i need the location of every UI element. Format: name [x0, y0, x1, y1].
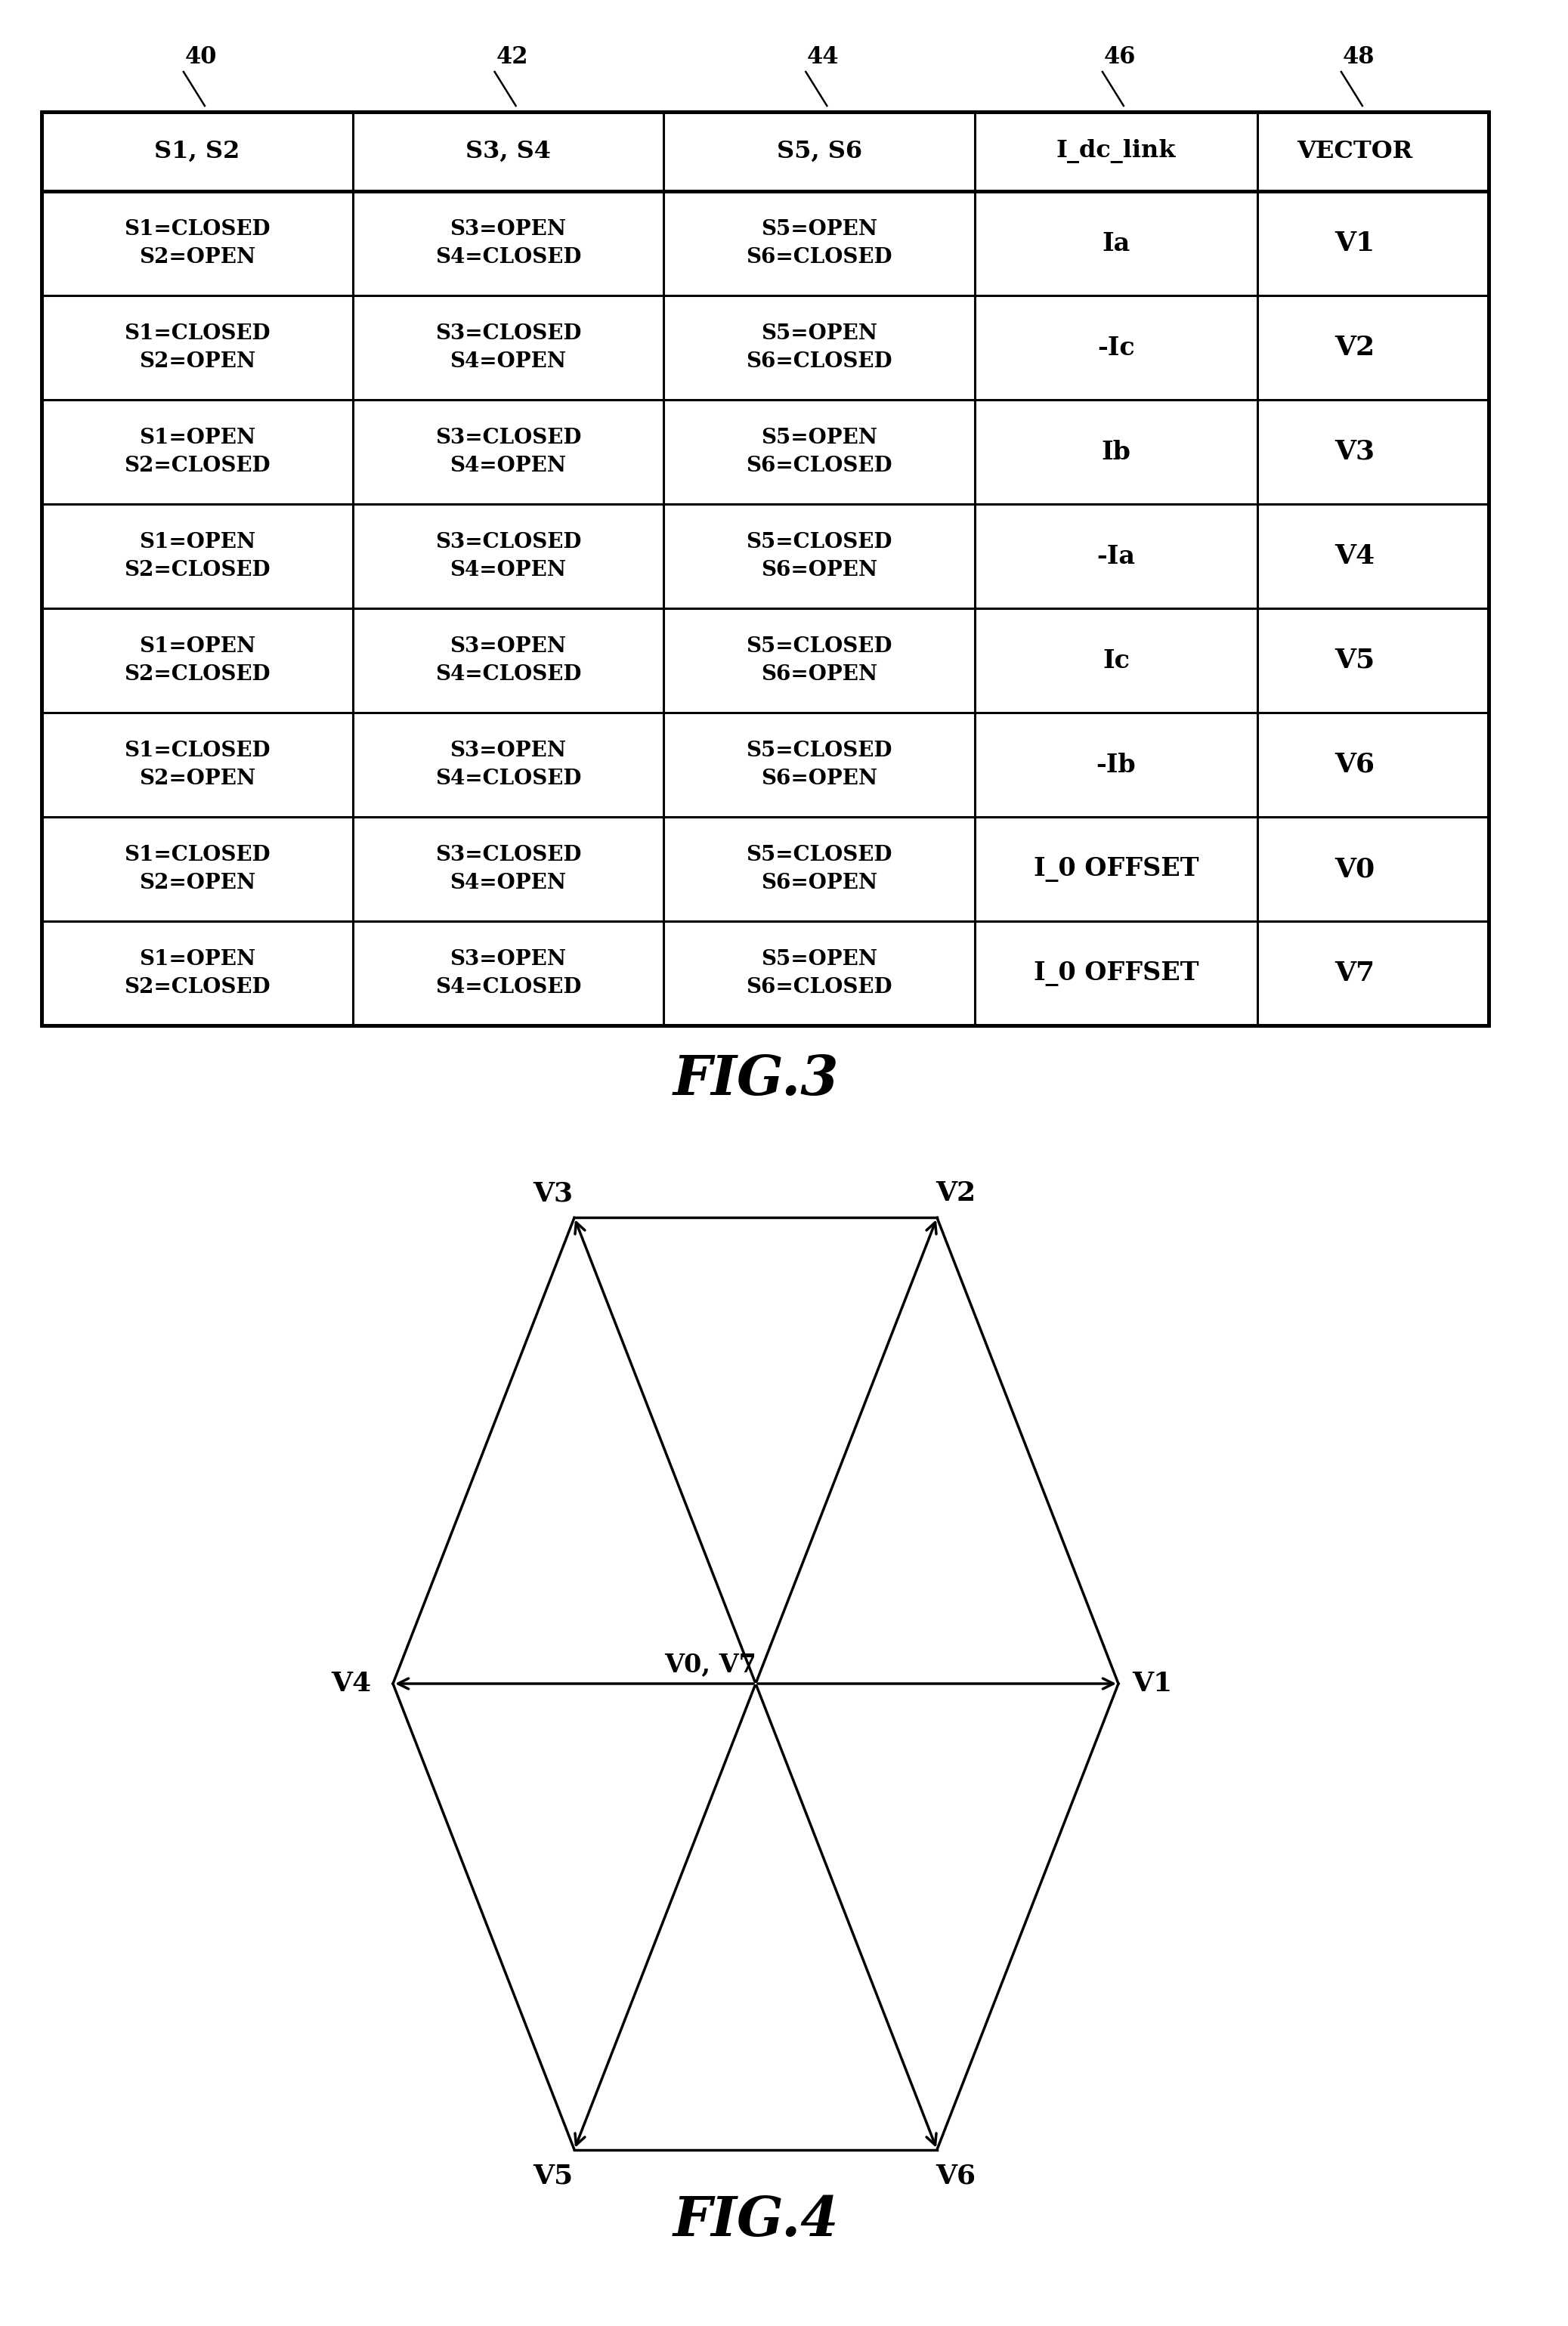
Text: S1=OPEN
S2=CLOSED: S1=OPEN S2=CLOSED [124, 533, 270, 582]
Text: V6: V6 [1334, 751, 1375, 777]
Text: Ic: Ic [1102, 649, 1129, 672]
Bar [42, 112, 1488, 1026]
Text: S3, S4: S3, S4 [466, 140, 550, 163]
Text: V6: V6 [936, 2163, 975, 2189]
Text: FIG.4: FIG.4 [673, 2193, 839, 2247]
Text: S1=CLOSED
S2=OPEN: S1=CLOSED S2=OPEN [124, 740, 270, 789]
Text: V1: V1 [1132, 1670, 1173, 1696]
Text: S5=OPEN
S6=CLOSED: S5=OPEN S6=CLOSED [746, 323, 892, 372]
Text: 44: 44 [808, 44, 839, 70]
Text: V5: V5 [533, 2163, 574, 2189]
Text: V5: V5 [1334, 647, 1375, 672]
Text: 42: 42 [495, 44, 528, 70]
Text: S1, S2: S1, S2 [154, 140, 240, 163]
Text: VECTOR: VECTOR [1297, 140, 1413, 163]
Text: S1=CLOSED
S2=OPEN: S1=CLOSED S2=OPEN [124, 219, 270, 267]
Text: S3=CLOSED
S4=OPEN: S3=CLOSED S4=OPEN [436, 844, 582, 893]
Text: -Ia: -Ia [1096, 544, 1135, 568]
Text: S1=OPEN
S2=CLOSED: S1=OPEN S2=CLOSED [124, 635, 270, 684]
Text: S5=OPEN
S6=CLOSED: S5=OPEN S6=CLOSED [746, 949, 892, 998]
Text: S5=OPEN
S6=CLOSED: S5=OPEN S6=CLOSED [746, 219, 892, 267]
Text: S1=OPEN
S2=CLOSED: S1=OPEN S2=CLOSED [124, 949, 270, 998]
Text: -Ic: -Ic [1098, 335, 1135, 361]
Text: V4: V4 [1334, 544, 1375, 570]
Text: I_0 OFFSET: I_0 OFFSET [1033, 961, 1198, 986]
Text: S3=OPEN
S4=CLOSED: S3=OPEN S4=CLOSED [436, 635, 582, 684]
Text: Ib: Ib [1101, 440, 1131, 465]
Text: -Ib: -Ib [1096, 751, 1135, 777]
Text: S3=OPEN
S4=CLOSED: S3=OPEN S4=CLOSED [436, 949, 582, 998]
Text: S5=CLOSED
S6=OPEN: S5=CLOSED S6=OPEN [746, 635, 892, 684]
Text: S3=OPEN
S4=CLOSED: S3=OPEN S4=CLOSED [436, 740, 582, 789]
Text: S5=CLOSED
S6=OPEN: S5=CLOSED S6=OPEN [746, 533, 892, 582]
Text: 46: 46 [1104, 44, 1135, 70]
Text: S5=CLOSED
S6=OPEN: S5=CLOSED S6=OPEN [746, 844, 892, 893]
Text: S3=OPEN
S4=CLOSED: S3=OPEN S4=CLOSED [436, 219, 582, 267]
Text: 40: 40 [185, 44, 216, 70]
Text: S1=CLOSED
S2=OPEN: S1=CLOSED S2=OPEN [124, 323, 270, 372]
Text: S3=CLOSED
S4=OPEN: S3=CLOSED S4=OPEN [436, 533, 582, 582]
Text: FIG.3: FIG.3 [673, 1051, 839, 1105]
Text: S1=CLOSED
S2=OPEN: S1=CLOSED S2=OPEN [124, 844, 270, 893]
Text: V3: V3 [1334, 440, 1375, 465]
Text: S1=OPEN
S2=CLOSED: S1=OPEN S2=CLOSED [124, 428, 270, 477]
Text: S5=OPEN
S6=CLOSED: S5=OPEN S6=CLOSED [746, 428, 892, 477]
Text: V2: V2 [936, 1182, 975, 1207]
Text: V0: V0 [1334, 856, 1375, 882]
Text: V7: V7 [1334, 961, 1375, 986]
Text: 48: 48 [1342, 44, 1375, 70]
Text: V2: V2 [1334, 335, 1375, 361]
Text: I_dc_link: I_dc_link [1057, 140, 1176, 163]
Text: S5=CLOSED
S6=OPEN: S5=CLOSED S6=OPEN [746, 740, 892, 789]
Text: Ia: Ia [1102, 230, 1131, 256]
Text: V0, V7: V0, V7 [665, 1651, 756, 1677]
Text: V4: V4 [331, 1670, 372, 1696]
Text: V3: V3 [533, 1182, 574, 1207]
Text: S3=CLOSED
S4=OPEN: S3=CLOSED S4=OPEN [436, 428, 582, 477]
Text: S3=CLOSED
S4=OPEN: S3=CLOSED S4=OPEN [436, 323, 582, 372]
Text: I_0 OFFSET: I_0 OFFSET [1033, 856, 1198, 882]
Text: S5, S6: S5, S6 [776, 140, 862, 163]
Text: V1: V1 [1334, 230, 1375, 256]
